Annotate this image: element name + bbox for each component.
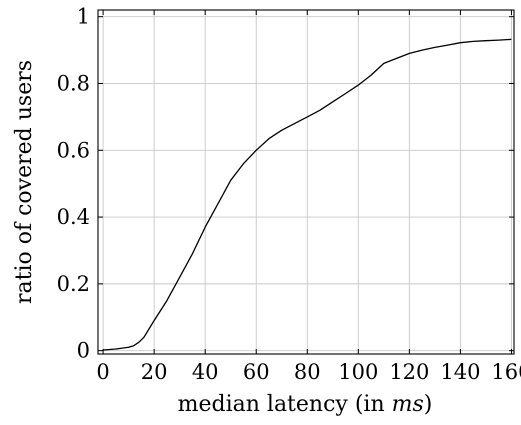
x-axis-label-prefix: median latency (in xyxy=(178,392,392,417)
series-line xyxy=(103,38,512,351)
plot-frame xyxy=(97,9,515,355)
series xyxy=(103,38,512,351)
x-tick-label: 80 xyxy=(294,360,321,384)
grid xyxy=(98,10,514,354)
x-axis-label-unit: ms xyxy=(392,392,424,417)
x-tick-label: 140 xyxy=(440,360,480,384)
x-tick-label: 160 xyxy=(491,360,521,384)
y-tick-label: 0 xyxy=(77,339,90,363)
x-axis-label-suffix: ) xyxy=(424,392,433,417)
y-axis-label: ratio of covered users xyxy=(12,60,37,304)
y-tick-label: 0.6 xyxy=(57,138,90,162)
y-tick-label: 1 xyxy=(77,5,90,29)
x-tick-label: 0 xyxy=(96,360,109,384)
x-tick-label: 100 xyxy=(338,360,378,384)
x-tick-label: 60 xyxy=(243,360,270,384)
x-tick-label: 40 xyxy=(192,360,219,384)
y-tick-label: 0.8 xyxy=(57,71,90,95)
ticks xyxy=(98,10,514,354)
x-axis-label: median latency (in ms) xyxy=(178,392,433,417)
x-tick-label: 120 xyxy=(389,360,429,384)
x-tick-label: 20 xyxy=(141,360,168,384)
tick-labels: 0 20 40 60 80 100 120 140 160 0 0.2 0.4 0.6 0.8 1 xyxy=(57,5,521,384)
y-tick-label: 0.4 xyxy=(57,205,90,229)
y-tick-label: 0.2 xyxy=(57,272,90,296)
